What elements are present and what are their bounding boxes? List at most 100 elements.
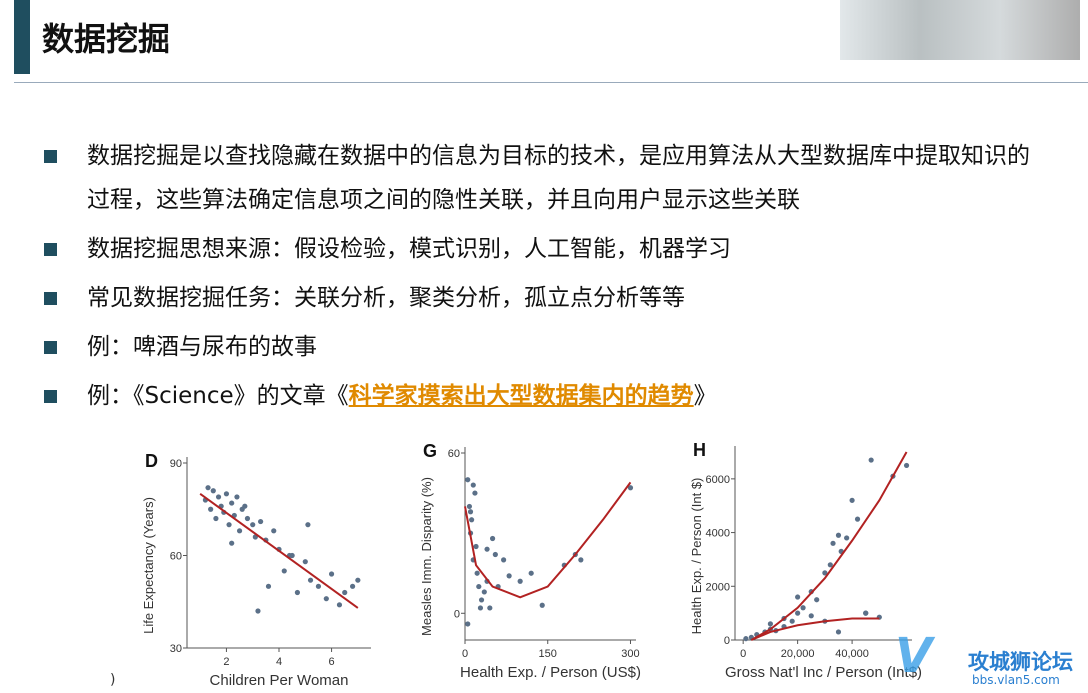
- point: [210, 488, 216, 494]
- point: [350, 583, 356, 589]
- point: [578, 557, 584, 563]
- point: [472, 490, 478, 496]
- bullet-list: 数据挖掘是以查找隐藏在数据中的信息为目标的技术，是应用算法从大型数据库中提取知识…: [40, 134, 1050, 423]
- article-link[interactable]: 科学家摸索出大型数据集内的趋势: [348, 383, 694, 409]
- point: [476, 583, 482, 590]
- bullet: 例：《Science》的文章《科学家摸索出大型数据集内的趋势》: [40, 374, 1050, 418]
- point: [342, 589, 348, 596]
- point: [484, 546, 490, 552]
- bullet-text: 数据挖掘思想来源：假设检验，模式识别，人工智能，机器学习: [87, 236, 731, 262]
- divider: [14, 82, 1088, 83]
- title-bar: [14, 0, 30, 74]
- point: [474, 570, 480, 576]
- point: [208, 506, 214, 512]
- point: [315, 583, 322, 589]
- point: [854, 516, 861, 522]
- x-tick-label: 300: [621, 648, 639, 660]
- bullet-text: 常见数据挖掘任务：关联分析，聚类分析，孤立点分析等等: [87, 285, 685, 311]
- point: [236, 528, 243, 534]
- y-tick-label: 0: [724, 635, 730, 647]
- point: [822, 570, 828, 576]
- point: [355, 577, 361, 583]
- point: [789, 618, 795, 624]
- point: [302, 559, 308, 565]
- point: [863, 610, 869, 616]
- point: [849, 497, 855, 503]
- point: [255, 608, 261, 614]
- y-tick-label: 60: [170, 551, 182, 563]
- point: [281, 568, 287, 574]
- x-tick-label: 150: [539, 648, 557, 660]
- point: [487, 605, 493, 611]
- point: [229, 500, 235, 506]
- blurred-area: [840, 0, 1080, 60]
- point: [467, 509, 474, 515]
- point: [743, 636, 749, 642]
- point: [827, 562, 833, 568]
- point: [800, 605, 806, 611]
- point: [470, 482, 476, 488]
- point: [465, 477, 471, 483]
- x-tick-label: 0: [740, 648, 746, 660]
- point: [229, 540, 235, 546]
- bullet-text: 数据挖掘是以查找隐藏在数据中的信息为目标的技术，是应用算法从大型数据库中提取知识…: [87, 143, 1030, 213]
- point: [528, 570, 534, 576]
- bullet-text: 例：《Science》的文章《: [87, 383, 349, 409]
- bullet: 数据挖掘是以查找隐藏在数据中的信息为目标的技术，是应用算法从大型数据库中提取知识…: [40, 134, 1050, 222]
- trend-line: [750, 617, 880, 641]
- trend-line: [750, 451, 908, 641]
- y-tick-label: 2000: [706, 581, 730, 593]
- x-tick-label: 2: [223, 656, 229, 668]
- point: [506, 573, 512, 579]
- point: [226, 522, 232, 528]
- bullet-text: 》: [693, 383, 717, 409]
- point: [307, 577, 314, 583]
- point: [835, 629, 842, 635]
- watermark-url: bbs.vlan5.com: [972, 673, 1060, 687]
- point: [539, 602, 545, 608]
- y-axis-label: Measles Imm. Disparity (%): [419, 477, 434, 636]
- panel-label: G: [423, 441, 437, 461]
- point: [265, 583, 272, 589]
- point: [234, 494, 240, 500]
- point: [795, 610, 801, 616]
- point: [477, 605, 484, 611]
- logo: V: [895, 628, 933, 684]
- point: [271, 528, 277, 534]
- point: [868, 457, 874, 463]
- point: [903, 462, 910, 469]
- point: [223, 491, 230, 497]
- point: [517, 578, 523, 584]
- y-tick-label: 6000: [706, 474, 730, 486]
- point: [808, 613, 814, 619]
- point: [501, 557, 507, 563]
- x-tick-label: 4: [276, 656, 282, 668]
- point: [244, 515, 251, 522]
- x-tick-label: 40,000: [835, 648, 869, 660]
- point: [844, 535, 850, 541]
- bullet: 常见数据挖掘任务：关联分析，聚类分析，孤立点分析等等: [40, 276, 1050, 320]
- y-tick-label: 60: [448, 448, 460, 460]
- point: [215, 494, 222, 500]
- point: [469, 517, 475, 523]
- point: [627, 485, 634, 491]
- x-axis-label: Health Exp. / Person (US$): [460, 664, 641, 681]
- y-tick-label: 0: [454, 608, 460, 620]
- panel-label: H: [693, 440, 706, 460]
- trend-line: [199, 493, 359, 609]
- watermark-name: 攻城狮论坛: [968, 650, 1073, 674]
- point: [465, 621, 471, 627]
- y-axis-label: Health Exp. / Person (Int $): [689, 478, 704, 635]
- point: [767, 621, 774, 627]
- x-axis-label: Children Per Woman: [210, 672, 349, 689]
- point: [481, 589, 487, 595]
- x-axis-label: Gross Nat'l Inc / Person (Int$): [725, 664, 922, 681]
- point: [328, 571, 335, 577]
- y-tick-label: 30: [170, 643, 182, 655]
- point: [814, 597, 820, 603]
- point: [830, 540, 836, 546]
- charts: D 2 4 6 30 60 90 Children Per Woman Life Expecta…: [141, 440, 922, 689]
- point: [323, 596, 329, 602]
- trend-line: [464, 481, 632, 599]
